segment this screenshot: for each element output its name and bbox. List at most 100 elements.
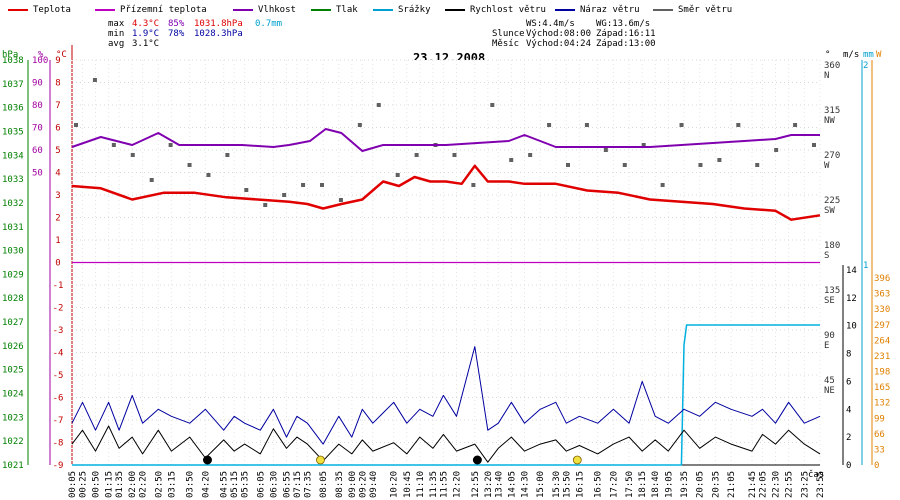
celsius-tick-label: -5	[53, 371, 64, 381]
stats-max-temp: 4.3°C	[132, 19, 160, 29]
wind-direction-point	[225, 153, 230, 157]
wind-direction-point	[206, 173, 211, 177]
wind-direction-point	[471, 183, 476, 187]
sun-marker	[316, 455, 325, 465]
wind-speed-tick-label: 10	[846, 322, 857, 332]
time-tick-label: 09:40	[369, 471, 379, 498]
celsius-tick-label: 1	[55, 236, 60, 246]
direction-degree-label: 360	[824, 61, 840, 71]
legend-swatch	[311, 9, 331, 11]
celsius-tick-label: -1	[53, 281, 64, 291]
time-tick-label: 13:40	[494, 471, 504, 498]
celsius-tick-label: -7	[53, 416, 64, 426]
time-tick-label: 13:20	[484, 471, 494, 498]
moonset: Západ:13:00	[596, 39, 656, 49]
moon-label: Měsíc	[492, 39, 520, 49]
solar-tick-label: 330	[874, 305, 890, 315]
hpa-tick-label: 1029	[2, 270, 24, 280]
wind-direction-point	[414, 153, 419, 157]
celsius-unit: °C	[56, 50, 67, 60]
rain-tick-label: 2	[863, 61, 868, 71]
hpa-tick-label: 1038	[2, 56, 24, 66]
wind-speed-tick-label: 8	[846, 350, 851, 360]
legend-swatch	[653, 9, 673, 11]
wind-speed-unit: m/s	[843, 50, 859, 60]
celsius-tick-label: -8	[53, 439, 64, 449]
humidity-tick-label: 80	[32, 101, 43, 111]
wind-direction-point	[74, 123, 78, 127]
wind-speed-tick-label: 2	[846, 433, 851, 443]
time-tick-label: 04:20	[201, 471, 211, 498]
legend-wind-gust: Náraz větru	[555, 4, 640, 16]
wind-direction-point	[717, 158, 722, 162]
wind-direction-point	[755, 163, 760, 167]
solar-tick-label: 231	[874, 352, 890, 362]
legend-label: Přízemní teplota	[120, 5, 207, 15]
solar-tick-label: 33	[874, 445, 885, 455]
wind-direction-point	[282, 193, 287, 197]
time-tick-label: 21:05	[727, 471, 737, 498]
hpa-tick-label: 1022	[2, 437, 24, 447]
legend-pressure: Tlak	[311, 4, 358, 16]
wind-gust-max: WG:13.6m/s	[596, 19, 651, 29]
direction-letter-label: N	[824, 71, 829, 81]
wind-direction-point	[130, 153, 135, 157]
temperature-line	[71, 164, 821, 221]
wind-direction-point	[603, 148, 608, 152]
time-tick-label: 02:00	[128, 471, 138, 498]
direction-degree-label: 45	[824, 376, 835, 386]
wind-direction-point	[357, 123, 362, 127]
rain-tick-label: 1	[863, 261, 868, 271]
solar-tick-label: 264	[874, 336, 890, 346]
solar-tick-label: 363	[874, 290, 890, 300]
wind-speed-avg: WS:4.4m/s	[526, 19, 575, 29]
legend-swatch	[555, 9, 575, 11]
wind-direction-point	[679, 123, 684, 127]
time-tick-label: 12:20	[452, 471, 462, 498]
wind-direction-point	[774, 148, 779, 152]
hpa-tick-label: 1036	[2, 104, 24, 114]
direction-degree-label: 270	[824, 151, 840, 161]
hpa-tick-label: 1037	[2, 80, 24, 90]
time-tick-label: 22:55	[785, 471, 795, 498]
legend-ground-temperature: Přízemní teplota	[95, 4, 207, 16]
celsius-tick-label: 8	[55, 79, 60, 89]
stats-max-humidity: 85%	[168, 19, 185, 29]
time-tick-label: 19:05	[664, 471, 674, 498]
celsius-tick-label: 5	[55, 146, 60, 156]
time-tick-label: 10:20	[390, 471, 400, 498]
stats-min-pressure: 1028.3hPa	[194, 29, 243, 39]
solar-tick-label: 66	[874, 430, 885, 440]
time-tick-label: 18:40	[651, 471, 661, 498]
time-tick-label: 02:50	[154, 471, 164, 498]
wind-direction-point	[244, 188, 249, 192]
solar-unit: W	[876, 50, 882, 60]
direction-degree-label: 180	[824, 241, 840, 251]
legend-label: Směr větru	[678, 5, 733, 15]
time-tick-label: 23:55	[816, 471, 826, 498]
stats-avg-temp: 3.1°C	[132, 39, 160, 49]
wind-direction-point	[660, 183, 665, 187]
hpa-tick-label: 1031	[2, 223, 24, 233]
rain-line	[72, 324, 820, 466]
time-tick-label: 02:20	[139, 471, 149, 498]
legend-swatch	[95, 9, 115, 11]
time-tick-label: 08:05	[319, 471, 329, 498]
wind-speed-tick-label: 4	[846, 405, 851, 415]
stats-max-pressure: 1031.8hPa	[194, 19, 243, 29]
time-tick-label: 05:15	[230, 471, 240, 498]
wind-direction-point	[622, 163, 627, 167]
wind-direction-point	[320, 183, 324, 187]
time-tick-label: 11:55	[439, 471, 449, 498]
wind-direction-point	[338, 198, 343, 202]
celsius-tick-label: 7	[55, 101, 60, 111]
time-tick-label: 07:35	[303, 471, 313, 498]
sunset: Západ:16:11	[596, 29, 656, 39]
hpa-tick-label: 1024	[2, 390, 24, 400]
hpa-tick-label: 1033	[2, 175, 24, 185]
hpa-tick-label: 1028	[2, 294, 24, 304]
time-tick-label: 03:50	[186, 471, 196, 498]
stats-min-temp: 1.9°C	[132, 29, 160, 39]
time-tick-label: 09:20	[358, 471, 368, 498]
